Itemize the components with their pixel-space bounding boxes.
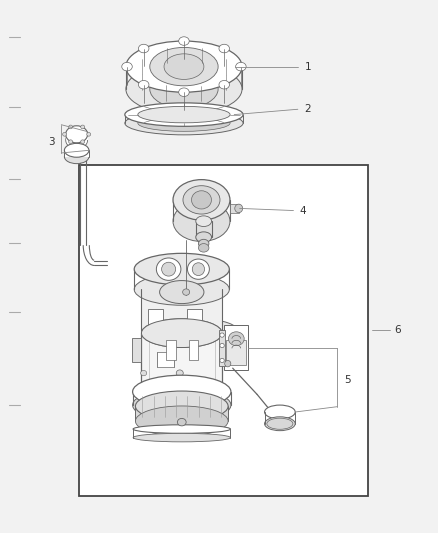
Ellipse shape	[162, 262, 176, 276]
Ellipse shape	[173, 180, 230, 220]
Bar	[141, 333, 222, 392]
Ellipse shape	[125, 111, 243, 135]
Bar	[135, 406, 228, 421]
Ellipse shape	[265, 405, 295, 419]
Text: 1: 1	[304, 62, 311, 71]
Ellipse shape	[141, 370, 147, 376]
Ellipse shape	[265, 417, 295, 431]
Bar	[189, 340, 198, 360]
Bar	[224, 325, 248, 370]
Ellipse shape	[133, 433, 230, 442]
Ellipse shape	[63, 132, 67, 136]
Bar	[66, 134, 88, 140]
Ellipse shape	[138, 44, 149, 53]
Bar	[157, 352, 174, 367]
Ellipse shape	[125, 103, 243, 126]
Bar	[219, 329, 225, 366]
Ellipse shape	[156, 258, 181, 280]
Ellipse shape	[164, 54, 204, 79]
Ellipse shape	[159, 319, 240, 348]
Ellipse shape	[179, 37, 189, 45]
Ellipse shape	[66, 126, 88, 143]
Ellipse shape	[225, 360, 231, 367]
Ellipse shape	[134, 273, 230, 305]
Ellipse shape	[87, 132, 91, 136]
Ellipse shape	[138, 107, 230, 123]
Ellipse shape	[191, 191, 212, 209]
Bar	[166, 340, 176, 360]
Ellipse shape	[196, 232, 212, 243]
Bar	[64, 150, 89, 157]
Ellipse shape	[138, 115, 230, 131]
Ellipse shape	[183, 185, 220, 214]
Ellipse shape	[150, 47, 218, 86]
Ellipse shape	[64, 143, 89, 157]
Ellipse shape	[69, 125, 73, 129]
Ellipse shape	[187, 259, 209, 279]
Ellipse shape	[196, 216, 212, 227]
Text: 4: 4	[299, 206, 306, 215]
Polygon shape	[132, 338, 141, 362]
Ellipse shape	[133, 389, 231, 422]
Ellipse shape	[138, 80, 149, 89]
Bar	[187, 309, 202, 327]
Ellipse shape	[183, 289, 190, 295]
Ellipse shape	[219, 80, 230, 89]
Bar	[226, 340, 246, 365]
Ellipse shape	[219, 44, 230, 53]
Bar	[141, 289, 222, 333]
Ellipse shape	[198, 244, 209, 252]
Ellipse shape	[134, 253, 230, 285]
Ellipse shape	[159, 280, 204, 304]
Ellipse shape	[179, 88, 189, 96]
Ellipse shape	[220, 343, 224, 348]
Ellipse shape	[141, 319, 222, 348]
Ellipse shape	[176, 370, 183, 376]
Ellipse shape	[135, 391, 228, 421]
Text: 3: 3	[48, 138, 55, 147]
Ellipse shape	[122, 62, 132, 71]
Ellipse shape	[133, 375, 231, 408]
Bar	[79, 165, 368, 496]
Text: 5: 5	[344, 375, 350, 385]
Ellipse shape	[133, 425, 230, 433]
Ellipse shape	[135, 406, 228, 436]
Ellipse shape	[81, 125, 85, 129]
Ellipse shape	[64, 150, 89, 164]
Bar	[80, 167, 367, 494]
Bar	[148, 309, 163, 327]
Ellipse shape	[66, 132, 88, 149]
Ellipse shape	[173, 201, 230, 241]
Ellipse shape	[177, 418, 186, 426]
Ellipse shape	[220, 358, 224, 362]
Ellipse shape	[81, 140, 85, 143]
Ellipse shape	[192, 263, 205, 276]
Ellipse shape	[235, 204, 243, 213]
Ellipse shape	[229, 332, 244, 345]
Ellipse shape	[126, 41, 242, 92]
Ellipse shape	[150, 70, 218, 108]
Ellipse shape	[141, 319, 222, 348]
Ellipse shape	[220, 333, 224, 337]
Ellipse shape	[126, 63, 242, 115]
Ellipse shape	[198, 239, 209, 248]
Bar	[230, 204, 239, 213]
Text: 6: 6	[394, 326, 401, 335]
Text: 2: 2	[304, 104, 311, 114]
Ellipse shape	[69, 140, 73, 143]
Ellipse shape	[267, 418, 293, 429]
Ellipse shape	[236, 62, 246, 71]
Ellipse shape	[141, 377, 222, 406]
